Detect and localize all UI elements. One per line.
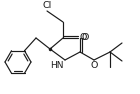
Text: O: O <box>79 33 86 42</box>
Text: O: O <box>81 33 88 42</box>
Text: Cl: Cl <box>42 1 52 10</box>
Text: HN: HN <box>51 61 64 70</box>
Text: O: O <box>90 61 98 70</box>
